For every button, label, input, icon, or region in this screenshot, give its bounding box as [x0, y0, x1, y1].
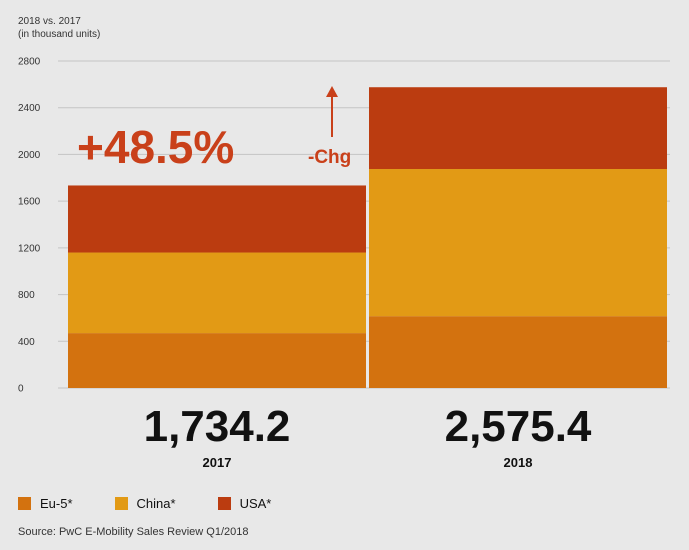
source-note: Source: PwC E-Mobility Sales Review Q1/2… [18, 526, 249, 538]
chart-subtitle-line-1: 2018 vs. 2017 [18, 16, 81, 27]
legend-label-eu5: Eu-5* [40, 496, 73, 511]
bar-2018-eu5 [369, 316, 667, 388]
legend-label-china: China* [136, 496, 176, 511]
legend-label-usa: USA* [239, 496, 272, 511]
chart-subtitle-line-2: (in thousand units) [18, 29, 101, 40]
legend-item-usa: USA* [217, 496, 272, 511]
bar-2017-eu5 [68, 333, 366, 388]
plot-area: 0 400 800 1200 1600 2000 2400 2800 1,734.2 2017 2,… [18, 57, 670, 470]
x-tick-label-2018: 2018 [504, 455, 533, 470]
y-tick-label-2000: 2000 [18, 150, 41, 161]
y-tick-label-0: 0 [18, 384, 24, 395]
bar-2018-china [369, 169, 667, 317]
arrow-up-icon [326, 86, 338, 97]
x-tick-label-2017: 2017 [203, 455, 232, 470]
legend-swatch-china [114, 497, 128, 510]
change-percent-label: +48.5% [77, 121, 234, 173]
y-tick-label-2800: 2800 [18, 57, 41, 68]
y-tick-label-400: 400 [18, 337, 35, 348]
bar-2018-usa [369, 87, 667, 170]
y-tick-label-2400: 2400 [18, 103, 41, 114]
legend-swatch-usa [217, 497, 231, 510]
bar-2017-usa [68, 185, 366, 253]
y-tick-label-1200: 1200 [18, 243, 41, 254]
y-tick-label-1600: 1600 [18, 197, 41, 208]
bar-2017-china [68, 252, 366, 334]
y-tick-label-800: 800 [18, 290, 35, 301]
legend: Eu-5* China* USA* [18, 496, 313, 511]
legend-swatch-eu5 [18, 497, 31, 510]
total-label-2018: 2,575.4 [445, 402, 592, 451]
total-label-2017: 1,734.2 [144, 402, 291, 451]
legend-item-eu5: Eu-5* [18, 496, 73, 511]
legend-item-china: China* [114, 496, 176, 511]
change-label: -Chg [308, 147, 351, 168]
